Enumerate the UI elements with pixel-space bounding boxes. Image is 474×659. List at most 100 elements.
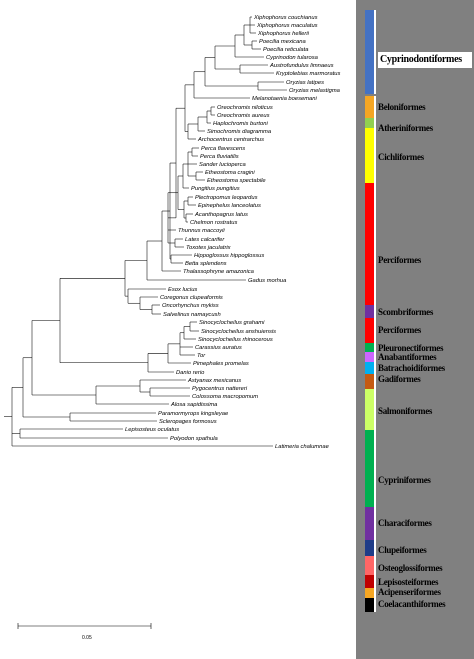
- taxon-label: Archocentrus centrarchus: [197, 137, 264, 143]
- order-label: Characiformes: [378, 518, 432, 528]
- taxon-label: Thunnus maccoyii: [178, 228, 225, 234]
- order-separator: [374, 305, 376, 318]
- order-separator: [374, 430, 376, 507]
- taxon-label: Betta splendens: [185, 261, 227, 267]
- order-label: Osteoglossiformes: [378, 563, 443, 573]
- order-separator: [374, 343, 376, 352]
- order-label: Gadiformes: [378, 374, 421, 384]
- order-label: Cichliformes: [378, 152, 424, 162]
- order-color-bar: [365, 575, 374, 588]
- taxon-label: Oryzias latipes: [286, 80, 324, 86]
- taxon-label: Oreochromis niloticus: [217, 105, 273, 111]
- taxon-label: Esox lucius: [168, 287, 197, 293]
- taxon-label: Melanotaenia boesemani: [252, 96, 317, 102]
- order-separator: [374, 598, 376, 612]
- order-color-bar: [365, 343, 374, 352]
- order-label: Batrachoidiformes: [378, 363, 445, 373]
- taxon-label: Hippoglossus hippoglossus: [194, 253, 264, 259]
- taxon-label: Astyanax mexicanus: [187, 378, 241, 384]
- taxon-label: Scleropages formosus: [159, 419, 217, 425]
- taxon-label: Gadus morhua: [248, 278, 287, 284]
- order-label: Coelacanthiformes: [378, 599, 446, 609]
- order-color-bar: [365, 352, 374, 362]
- order-color-bar: [365, 118, 374, 128]
- order-color-bar: [365, 10, 374, 94]
- taxon-label: Pimephales promelas: [193, 361, 249, 367]
- order-color-bar: [365, 430, 374, 507]
- taxon-label: Kryptolebias marmoratus: [276, 71, 341, 77]
- taxon-label: Poecilia mexicana: [259, 39, 306, 45]
- taxon-label: Epinephelus lanceolatus: [198, 203, 261, 209]
- taxon-label: Pygocentrus nattereri: [192, 386, 248, 392]
- taxon-label: Etheostoma cragini: [205, 170, 255, 176]
- tree-branches: [4, 16, 287, 447]
- taxon-label: Xiphophorus couchianus: [253, 15, 318, 21]
- taxon-label: Etheostoma spectabile: [207, 178, 266, 184]
- taxon-label: Xiphophorus hellerii: [257, 31, 310, 37]
- order-separator: [374, 183, 376, 305]
- order-label: Anabantiformes: [378, 352, 437, 362]
- order-separator: [374, 575, 376, 588]
- scale-bar-label: 0.05: [82, 635, 92, 641]
- order-separator: [374, 128, 376, 183]
- order-label: Acipenseriformes: [378, 587, 441, 597]
- order-separator: [374, 507, 376, 540]
- taxon-label: Paramormyrops kingsleyae: [158, 411, 229, 417]
- order-separator: [374, 556, 376, 575]
- order-color-bar: [365, 598, 374, 612]
- taxon-label: Tor: [197, 353, 206, 359]
- order-color-bar: [365, 389, 374, 430]
- taxon-label: Chelmon rostratus: [190, 220, 237, 226]
- taxon-label: Sinocyclocheilus grahami: [199, 320, 265, 326]
- taxon-label: Oreochromis aureus: [217, 113, 270, 119]
- taxon-label: Austrofundulus limnaeus: [269, 63, 334, 69]
- taxon-label: Carassius auratus: [195, 345, 242, 351]
- order-separator: [374, 118, 376, 128]
- taxon-label: Lates calcarifer: [185, 237, 225, 243]
- order-separator: [374, 588, 376, 598]
- order-label: Clupeiformes: [378, 545, 427, 555]
- taxon-label: Lepisosteus oculatus: [125, 427, 179, 433]
- taxon-label: Oryzias melastigma: [289, 88, 341, 94]
- taxon-label: Colossoma macropomum: [192, 394, 258, 400]
- taxon-label: Sinocyclocheilus rhinocerous: [198, 337, 273, 343]
- taxon-label: Acanthopagrus latus: [194, 212, 248, 218]
- order-color-bar: [365, 183, 374, 305]
- taxon-label: Cyprinodon tularosa: [266, 55, 319, 61]
- order-label: Lepisosteiformes: [378, 577, 439, 587]
- order-separator: [374, 10, 376, 94]
- taxon-label: Sinocyclocheilus anshuiensis: [201, 329, 276, 335]
- taxon-label: Danio rerio: [176, 370, 205, 376]
- order-label: Salmoniformes: [378, 406, 433, 416]
- order-color-bar: [365, 96, 374, 118]
- order-separator: [374, 389, 376, 430]
- order-separator: [374, 362, 376, 374]
- taxon-label: Perca flavescens: [201, 146, 245, 152]
- taxon-label: Coregonus clupeaformis: [160, 295, 223, 301]
- taxon-label: Pungitius pungitius: [191, 186, 240, 192]
- taxon-label: Haplochromis burtoni: [213, 121, 268, 127]
- order-color-bar: [365, 507, 374, 540]
- taxon-label: Perca fluviatilis: [200, 154, 239, 160]
- order-color-bar: [365, 540, 374, 556]
- order-separator: [374, 352, 376, 362]
- order-label: Cypriniformes: [378, 475, 431, 485]
- taxon-label: Plectropomus leopardus: [195, 195, 258, 201]
- order-color-bar: [365, 556, 374, 575]
- order-color-bar: [365, 362, 374, 374]
- taxon-label: Sander lucioperca: [199, 162, 247, 168]
- taxon-label: Poecilia reticulata: [263, 47, 309, 53]
- order-label: Perciformes: [378, 325, 422, 335]
- order-color-bar: [365, 128, 374, 183]
- order-color-bar: [365, 318, 374, 343]
- taxon-label: Thalassophryne amazonica: [183, 269, 255, 275]
- scale-bar: 0.05: [17, 623, 152, 641]
- taxon-label: Latimeria chalumnae: [275, 444, 330, 450]
- order-color-bar: [365, 588, 374, 598]
- order-color-bar: [365, 374, 374, 389]
- order-label: Beloniformes: [378, 102, 426, 112]
- taxon-label: Alosa sapidissima: [170, 402, 218, 408]
- taxon-label: Oncorhynchus mykiss: [162, 303, 219, 309]
